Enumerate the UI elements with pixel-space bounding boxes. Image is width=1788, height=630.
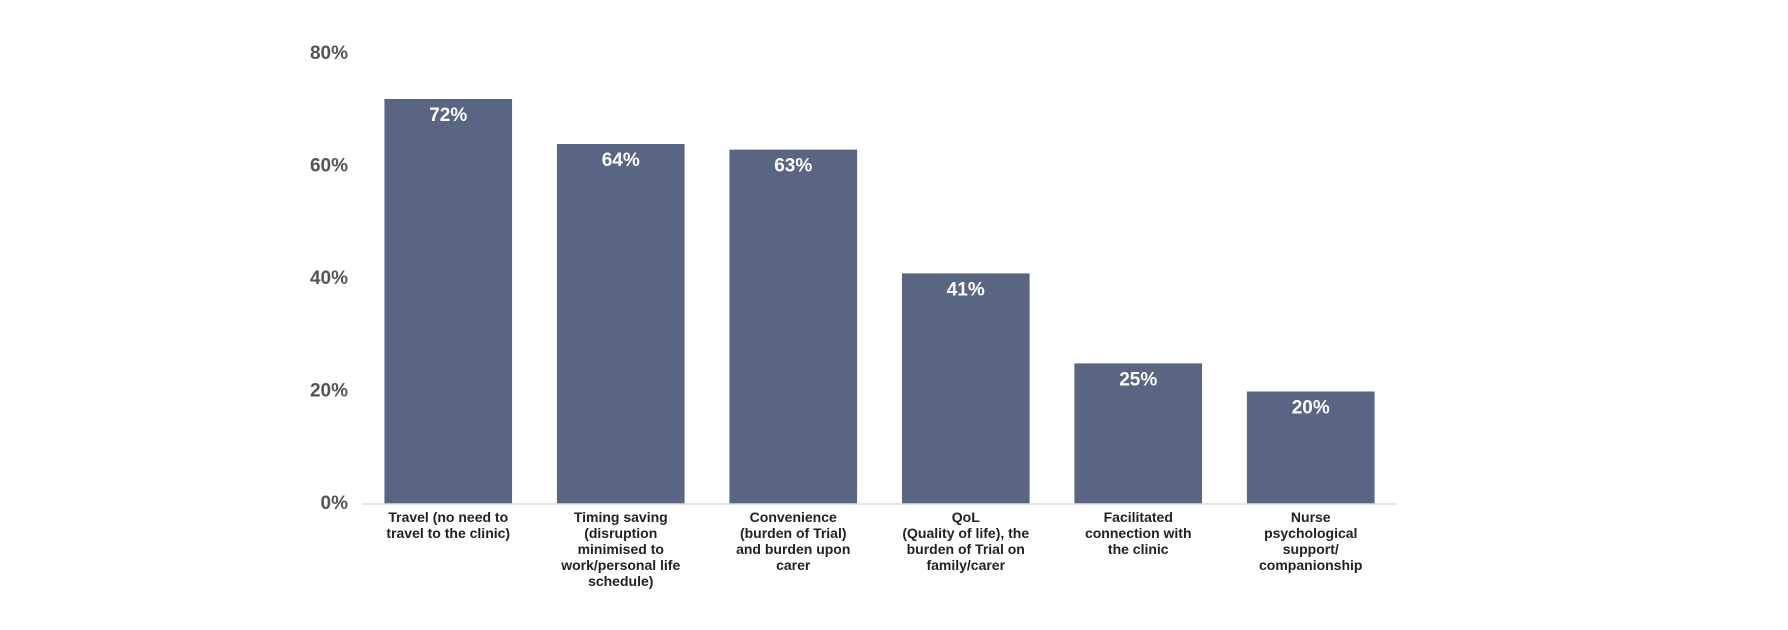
y-tick-label: 60% — [310, 156, 348, 177]
y-tick-label: 0% — [321, 493, 349, 514]
value-label: 64% — [602, 150, 640, 171]
value-label: 72% — [429, 105, 467, 126]
y-tick-label: 20% — [310, 381, 348, 402]
bar — [729, 149, 858, 504]
value-label: 63% — [774, 156, 812, 177]
y-tick-label: 80% — [310, 43, 348, 64]
x-tick-label: Travel (no need to travel to the clinic) — [386, 509, 511, 541]
value-label: 20% — [1292, 398, 1330, 419]
x-tick-label: Facilitated connection with the clinic — [1084, 509, 1192, 557]
bar — [1246, 391, 1375, 504]
x-tick-label: Convenience (burden of Trial) and burden… — [736, 509, 851, 573]
x-tick-label: Timing saving (disruption minimised to w… — [561, 509, 681, 589]
x-tick-label: Nurse psychological support/ companionsh… — [1259, 509, 1363, 573]
bar — [384, 99, 513, 504]
value-label: 41% — [947, 279, 985, 300]
x-tick-label: QoL (Quality of life), the burden of Tri… — [902, 509, 1030, 573]
bar — [556, 144, 685, 504]
bar — [1074, 363, 1203, 504]
y-tick-label: 40% — [310, 268, 348, 289]
bar — [901, 273, 1030, 504]
value-label: 25% — [1119, 369, 1157, 390]
